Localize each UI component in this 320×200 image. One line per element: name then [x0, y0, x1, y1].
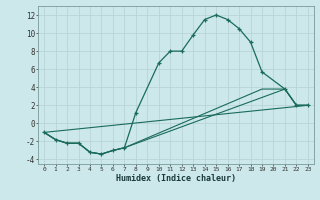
X-axis label: Humidex (Indice chaleur): Humidex (Indice chaleur) [116, 174, 236, 183]
